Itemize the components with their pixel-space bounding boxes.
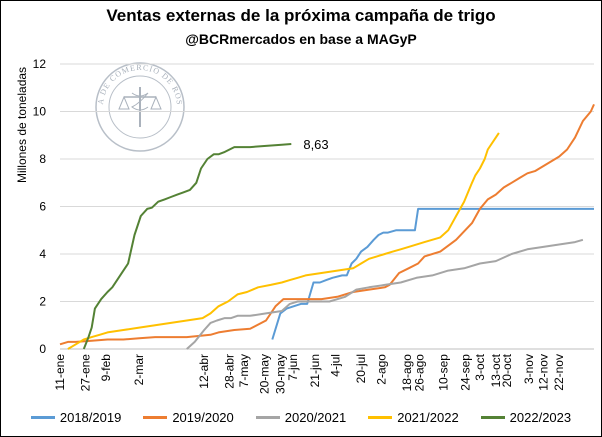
seal-inner-ring xyxy=(108,75,172,139)
x-tick-labels: 11-ene 27-ene 9-feb 2-mar 12-abr 28-abr 7-may 2… xyxy=(53,353,566,394)
legend-label: 2018/2019 xyxy=(59,410,122,425)
legend: 2018/2019 2019/2020 2020/2021 2021/2022 2022… xyxy=(0,410,602,425)
legend-item: 2018/2019 xyxy=(30,410,122,425)
x-tick-label: 18-ago xyxy=(400,354,414,392)
x-tick-label: 28-abr xyxy=(223,354,237,389)
y-tick-labels: 0 2 4 6 8 10 12 xyxy=(33,57,47,356)
legend-swatch xyxy=(143,416,168,419)
x-tick-label: 3-oct xyxy=(473,353,487,380)
x-tick-label: 12-abr xyxy=(197,354,211,389)
y-tick-label: 8 xyxy=(39,152,46,166)
annotation-last-value: 8,63 xyxy=(303,137,328,152)
x-tick-label: 7-may xyxy=(237,354,251,387)
y-axis-label: Millones de toneladas xyxy=(15,67,29,183)
x-tick-label: 30-may xyxy=(273,354,287,394)
x-tick-label: 4-jul xyxy=(329,354,343,377)
x-tick-label: 11-ene xyxy=(53,354,67,391)
series-line-2022-2023 xyxy=(82,143,292,350)
x-tick-label: 27-ene xyxy=(78,354,92,392)
y-tick-label: 2 xyxy=(39,295,46,309)
series-line-2019-2020 xyxy=(59,103,595,346)
chart-subtitle: @BCRmercados en base a MAGyP xyxy=(185,31,417,47)
seal-snakes xyxy=(131,92,149,111)
legend-swatch xyxy=(368,416,393,419)
x-tick-label: 2-ago xyxy=(375,354,389,385)
x-tick-label: 26-ago xyxy=(413,354,427,392)
legend-swatch xyxy=(30,416,55,419)
legend-label: 2021/2022 xyxy=(397,410,459,425)
x-tick-label: 10-sep xyxy=(436,354,450,391)
legend-item: 2022/2023 xyxy=(480,410,572,425)
legend-swatch xyxy=(480,416,505,419)
y-tick-label: 6 xyxy=(39,200,46,214)
x-tick-label: 21-jun xyxy=(308,354,322,387)
seal-outer-ring xyxy=(95,62,185,152)
legend-item: 2019/2020 xyxy=(143,410,234,425)
chart-title: Ventas externas de la próxima campaña de… xyxy=(106,6,496,25)
series-line-2020-2021 xyxy=(186,238,584,350)
x-tick-label: 2-mar xyxy=(132,354,146,385)
y-tick-label: 10 xyxy=(33,105,47,119)
gridlines xyxy=(60,63,594,302)
legend-swatch xyxy=(255,416,280,419)
x-tick-label: 20-oct xyxy=(500,353,514,387)
x-tick-label: 12-nov xyxy=(536,354,550,391)
series-lines xyxy=(59,103,595,350)
legend-label: 2020/2021 xyxy=(284,410,347,425)
x-tick-label: 20-jul xyxy=(354,354,368,383)
y-tick-label: 4 xyxy=(39,247,46,261)
x-tick-label: 22-nov xyxy=(552,354,566,391)
series-line-2018-2019 xyxy=(271,207,594,340)
x-tick-label: 20-may xyxy=(257,354,271,394)
series-line-2021-2022 xyxy=(67,132,500,350)
legend-label: 2022/2023 xyxy=(509,410,572,425)
legend-item: 2021/2022 xyxy=(368,410,459,425)
x-tick-label: 7-jun xyxy=(286,354,300,381)
seal-scale-pans xyxy=(118,95,162,110)
x-tick-label: 3-nov xyxy=(522,354,536,384)
y-tick-label: 0 xyxy=(39,342,46,356)
legend-label: 2019/2020 xyxy=(172,410,234,425)
legend-item: 2020/2021 xyxy=(255,410,347,425)
x-tick-label: 24-sep xyxy=(459,354,473,391)
x-tick-label: 13-oct xyxy=(489,353,503,387)
x-tick-label: 9-feb xyxy=(99,354,113,382)
y-tick-label: 12 xyxy=(33,57,47,71)
